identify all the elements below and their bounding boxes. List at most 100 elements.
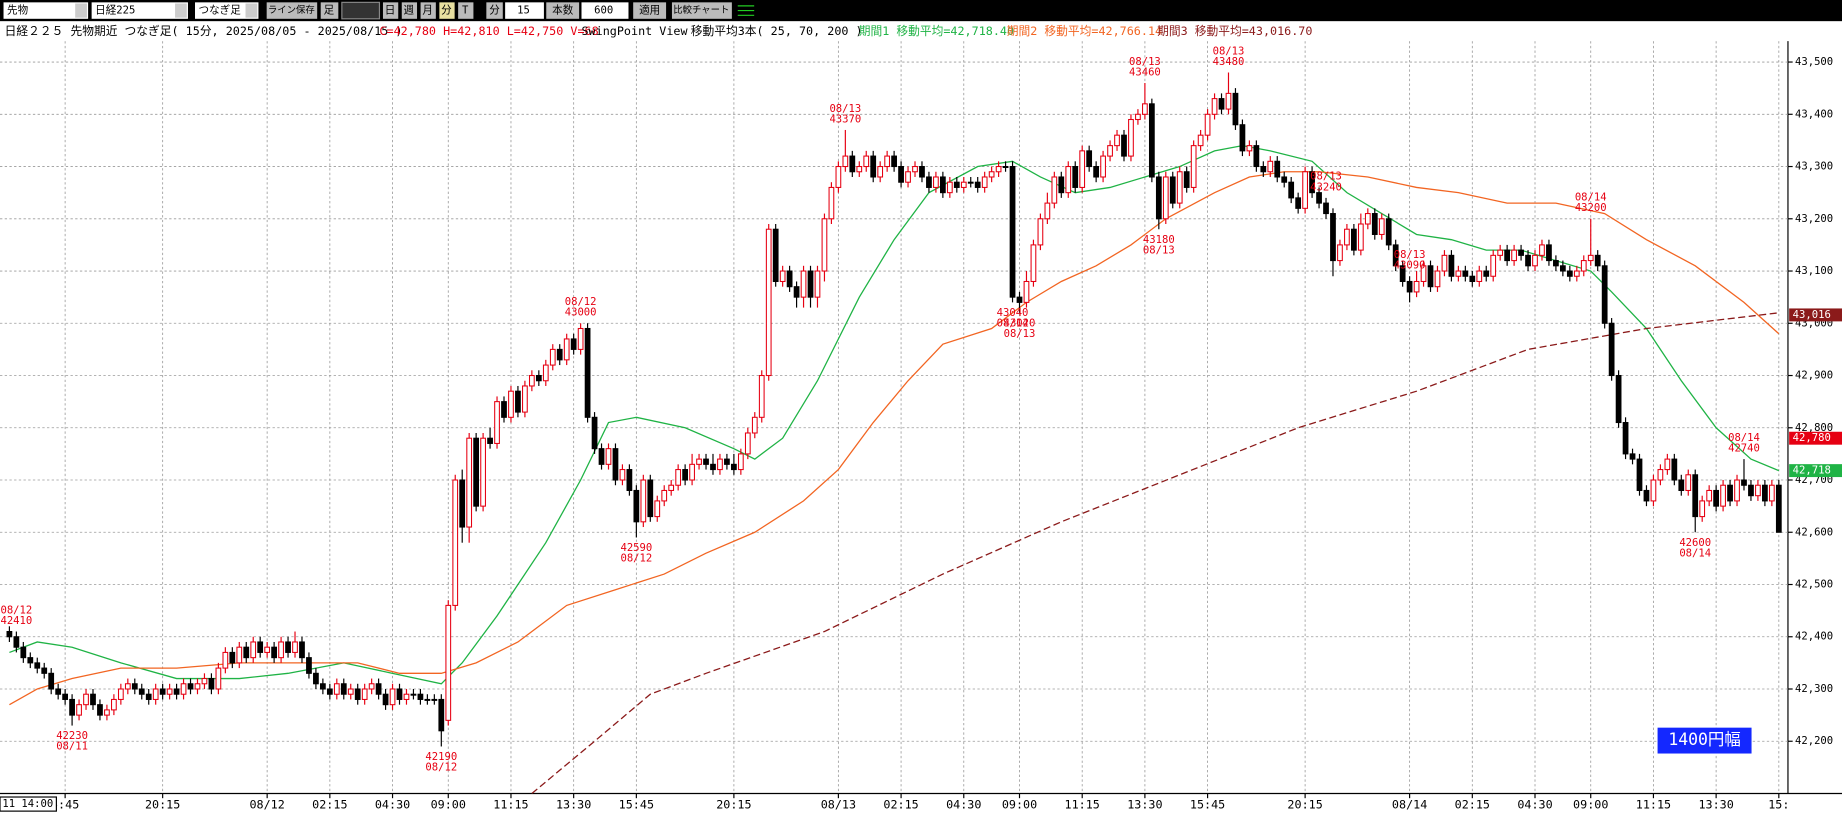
candle-body xyxy=(466,437,473,528)
x-tick-label: 20:15 xyxy=(716,798,751,812)
x-tick-label: 13:30 xyxy=(1698,798,1733,812)
candle-body xyxy=(1267,160,1274,173)
x-tick-label: 04:30 xyxy=(1517,798,1552,812)
input-box[interactable] xyxy=(581,2,629,19)
candle-body xyxy=(870,155,877,178)
candle-body xyxy=(1337,244,1343,262)
candle-body xyxy=(953,181,960,188)
button[interactable] xyxy=(633,2,667,19)
candle-body xyxy=(1023,280,1030,303)
swing-date: 08/12 xyxy=(565,296,597,308)
candle-body xyxy=(1239,124,1246,152)
label-box xyxy=(320,2,339,19)
button[interactable] xyxy=(382,2,399,19)
input-box[interactable] xyxy=(505,2,544,19)
candle-body xyxy=(1309,171,1315,194)
candle-body xyxy=(501,401,507,418)
range-label: 1400円幅 xyxy=(1668,730,1740,749)
candle-body xyxy=(1364,213,1371,225)
swing-date: 08/14 xyxy=(1679,547,1711,559)
button[interactable] xyxy=(401,2,418,19)
candle-body xyxy=(1392,244,1399,267)
candle-body xyxy=(633,489,640,523)
x-tick-label: 15:45 xyxy=(1190,798,1225,812)
swing-date: 08/14 xyxy=(997,318,1029,330)
candle-body xyxy=(1546,244,1552,262)
candle-body xyxy=(522,385,528,413)
swing-price: 43040 xyxy=(997,307,1029,319)
candle-body xyxy=(1037,218,1044,246)
candle-body xyxy=(27,657,34,664)
y-tick-label: 42,900 xyxy=(1795,370,1833,382)
candle-body xyxy=(1504,249,1511,262)
candle-body xyxy=(6,630,13,638)
candle-body xyxy=(1218,98,1225,110)
x-tick-label: 11:15 xyxy=(1636,798,1671,812)
button[interactable] xyxy=(458,2,474,19)
button[interactable] xyxy=(420,2,436,19)
candle-body xyxy=(800,270,807,298)
button[interactable] xyxy=(266,2,318,19)
input-box[interactable] xyxy=(341,1,381,20)
x-tick-label: 04:30 xyxy=(946,798,981,812)
candle-body xyxy=(724,458,730,465)
candle-body xyxy=(424,698,431,701)
candle-body xyxy=(1093,166,1100,178)
button-text: T xyxy=(462,5,469,17)
candle-body xyxy=(842,155,849,168)
moving-average-line xyxy=(531,312,1779,794)
chart-icon[interactable] xyxy=(737,5,755,16)
candle-body xyxy=(828,186,835,220)
swing-price: 42190 xyxy=(425,751,457,763)
select-box[interactable] xyxy=(195,2,259,19)
candle-body xyxy=(793,286,800,298)
select-box[interactable] xyxy=(91,2,188,19)
candle-body xyxy=(187,683,194,690)
candle-body xyxy=(13,636,20,648)
candle-body xyxy=(1511,249,1517,262)
candle-body xyxy=(1357,223,1364,251)
candle-body xyxy=(1594,254,1601,267)
candle-body xyxy=(926,176,932,188)
candle-body xyxy=(1420,265,1427,283)
select-arrow[interactable] xyxy=(175,3,187,18)
button[interactable] xyxy=(671,2,732,19)
candle-body xyxy=(939,176,946,194)
candle-body xyxy=(584,327,591,418)
candle-body xyxy=(967,181,974,184)
ma-value: 期間1 移動平均=42,718.40 xyxy=(859,24,1014,38)
candle-body xyxy=(891,155,897,168)
candle-body xyxy=(515,390,521,413)
swing-date: 08/12 xyxy=(620,553,652,565)
select-arrow[interactable] xyxy=(75,3,87,18)
select-arrow[interactable] xyxy=(245,3,258,18)
x-tick-label: 5:45 xyxy=(51,798,79,812)
y-tick-label: 42,500 xyxy=(1795,579,1833,591)
candle-body xyxy=(570,338,577,350)
candle-body xyxy=(988,171,995,178)
button-text: 適用 xyxy=(639,4,660,17)
x-tick-label: 13:30 xyxy=(1127,798,1162,812)
candle-body xyxy=(1706,489,1713,502)
candle-body xyxy=(1204,113,1211,136)
candle-body xyxy=(76,704,82,716)
candle-body xyxy=(173,688,180,695)
cursor-label: 11 14:00 xyxy=(2,798,53,810)
candle-body xyxy=(1135,113,1141,121)
button[interactable] xyxy=(439,2,455,19)
select-box[interactable] xyxy=(3,2,89,19)
candle-body xyxy=(1636,458,1643,491)
candle-body xyxy=(605,448,612,465)
candle-body xyxy=(549,348,556,366)
y-tick-label: 43,300 xyxy=(1795,161,1833,173)
candle-body xyxy=(1734,479,1740,502)
candle-body xyxy=(849,155,856,173)
candle-body xyxy=(1657,469,1664,481)
candle-body xyxy=(1755,484,1761,497)
candle-body xyxy=(459,479,466,528)
x-tick-label: 11:15 xyxy=(493,798,528,812)
candle-body xyxy=(180,683,187,695)
candle-body xyxy=(48,672,55,690)
y-tick-label: 42,400 xyxy=(1795,631,1833,643)
y-tick-label: 43,100 xyxy=(1795,265,1833,277)
